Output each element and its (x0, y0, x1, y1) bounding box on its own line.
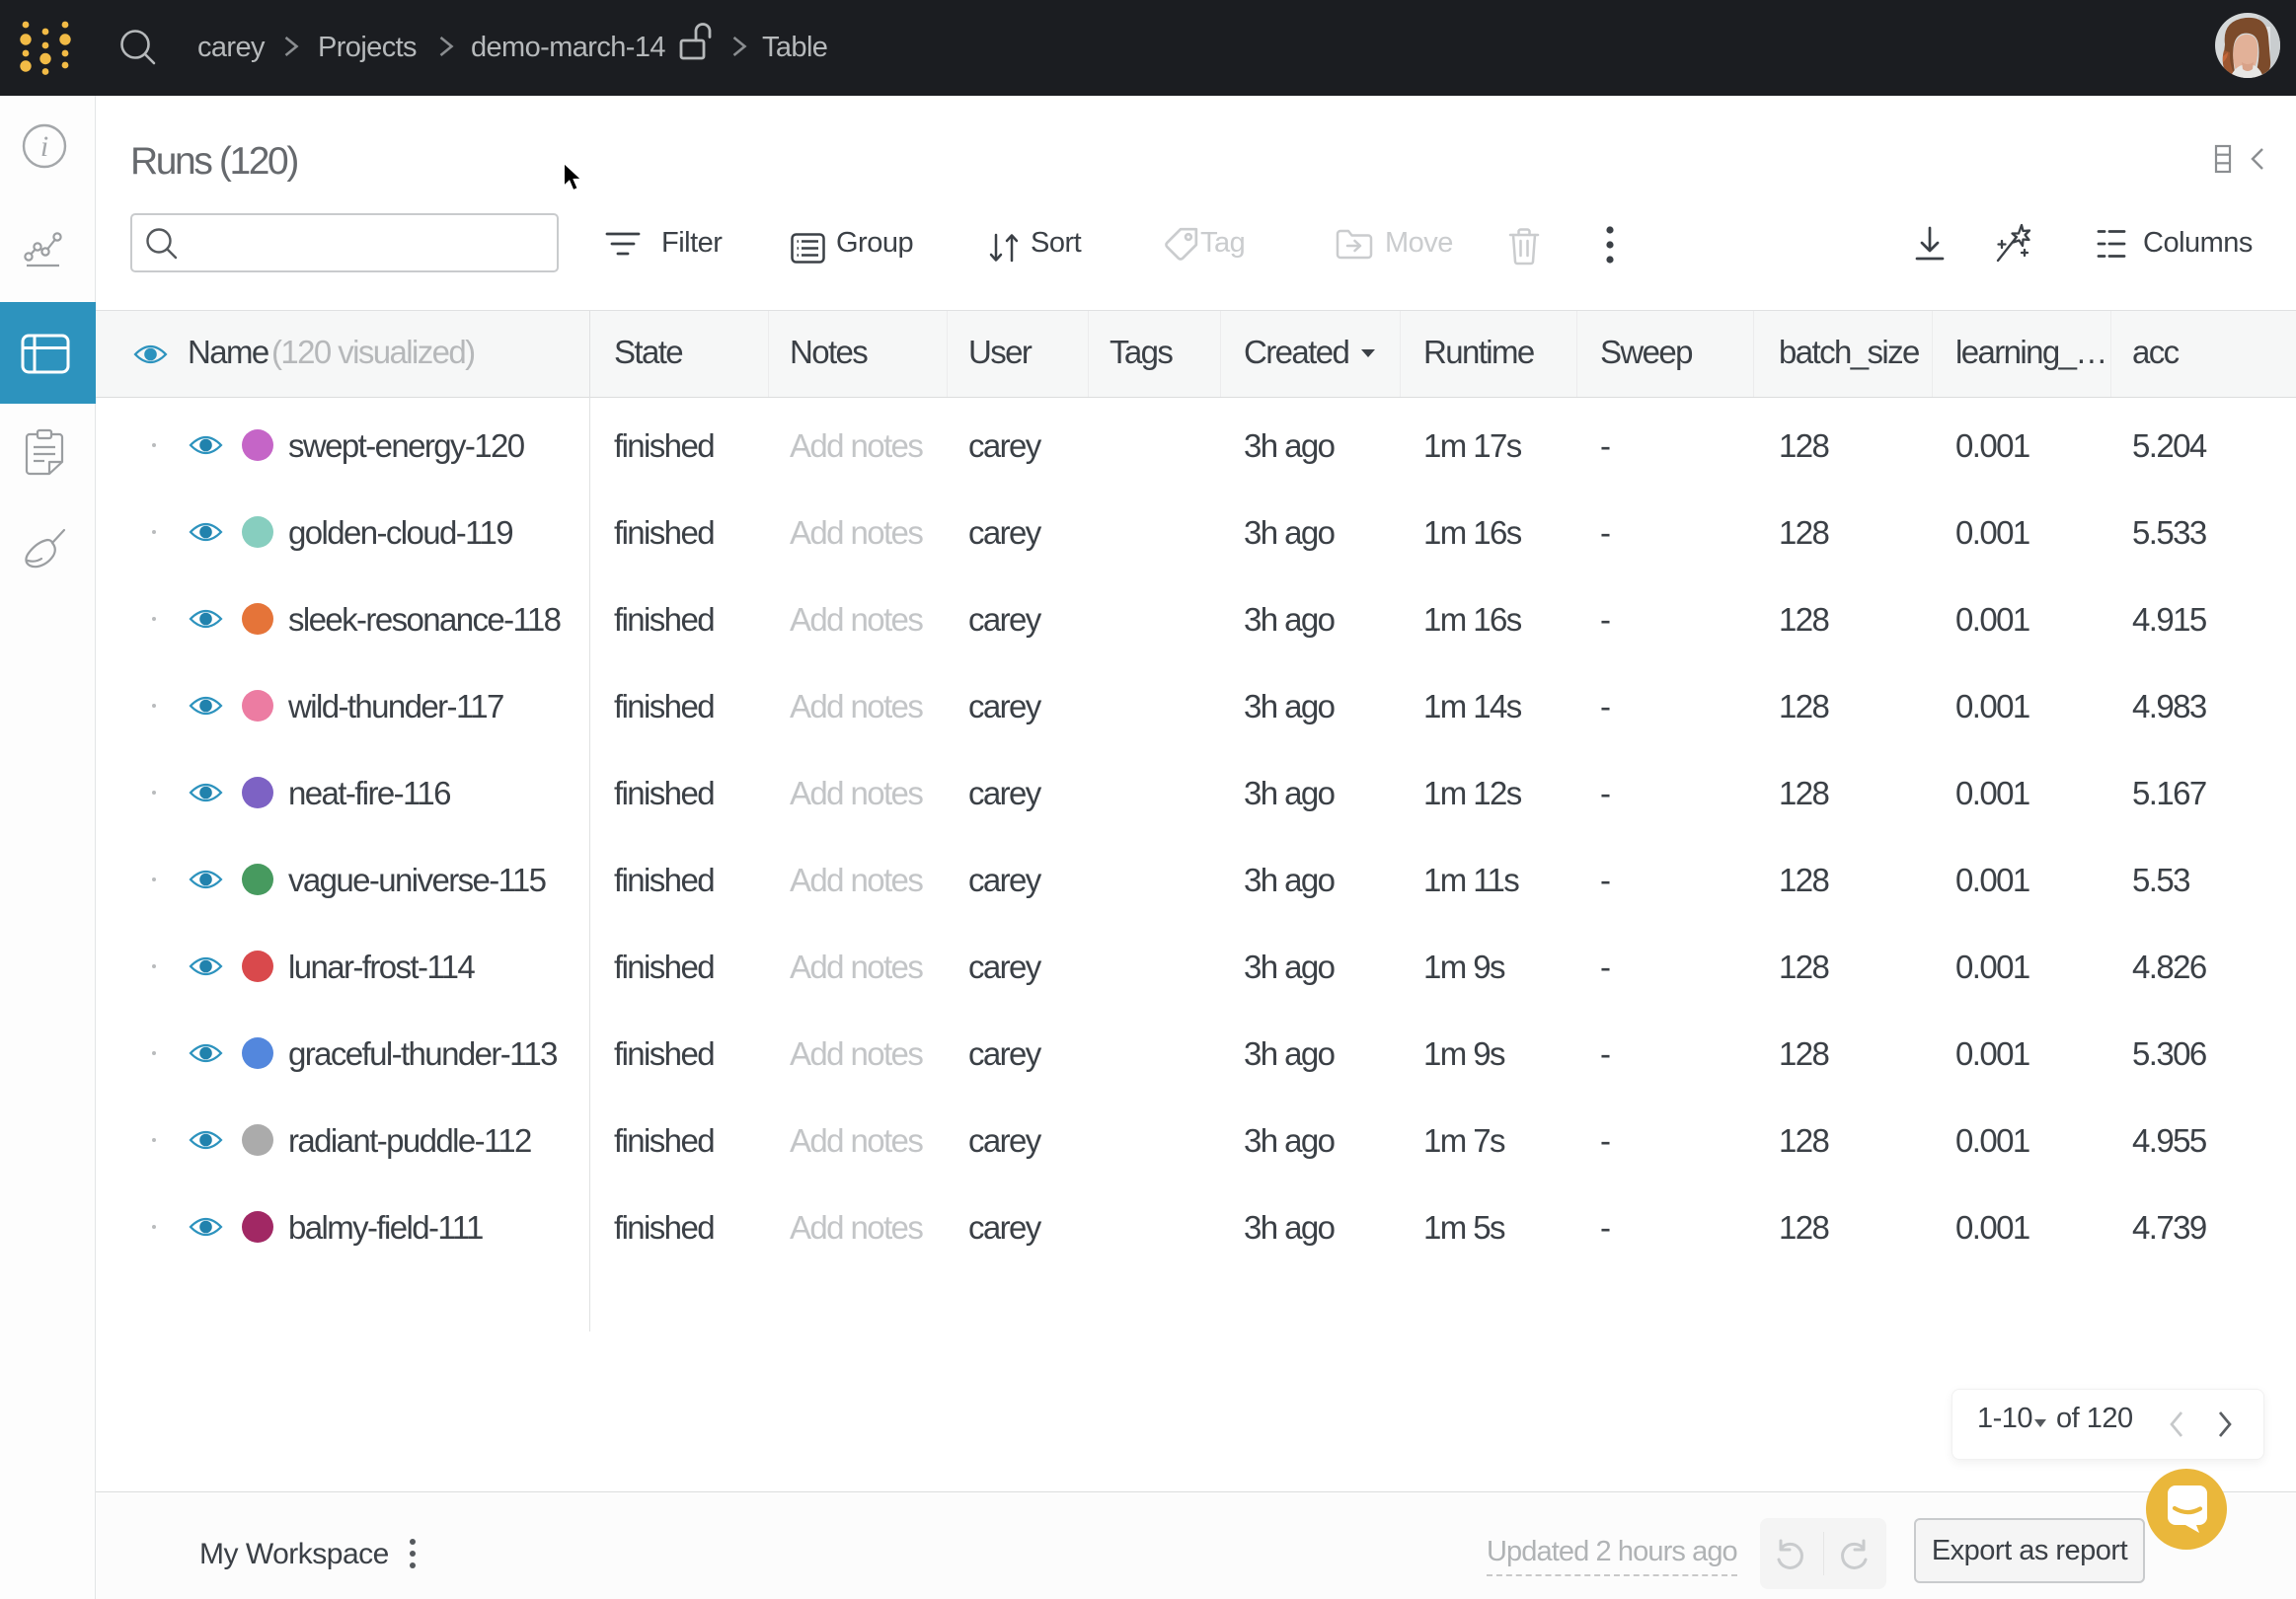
svg-text:i: i (40, 130, 48, 163)
